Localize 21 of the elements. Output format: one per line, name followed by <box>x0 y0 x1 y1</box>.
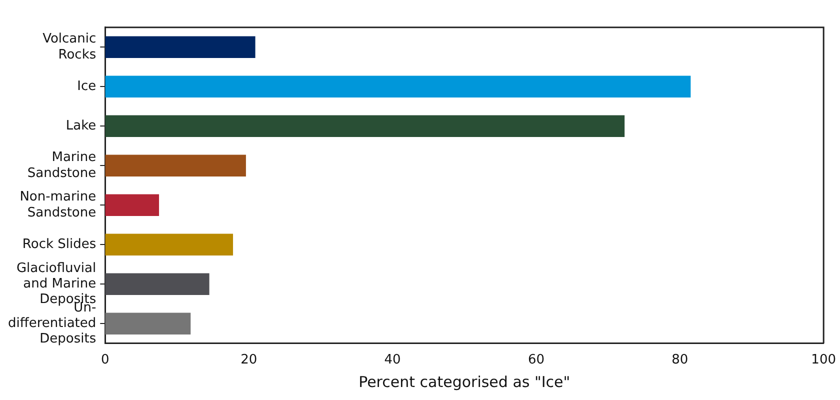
bar <box>105 76 691 98</box>
x-tick-label: 60 <box>528 352 544 368</box>
x-tick-label: 0 <box>100 352 110 368</box>
y-tick-label: Lake <box>66 118 96 134</box>
bar <box>105 273 210 296</box>
y-tick-label: Non-marine Sandstone <box>20 190 96 220</box>
x-tick-label: 20 <box>240 352 258 368</box>
bar <box>105 194 160 216</box>
x-tick-label: 80 <box>672 352 688 368</box>
bar <box>105 36 256 58</box>
y-tick-label: Rock Slides <box>22 237 96 252</box>
x-axis-title: Percent categorised as "Ice" <box>358 372 570 391</box>
bar <box>105 154 246 177</box>
y-tick-label: Ice <box>77 79 96 94</box>
y-tick-label: Volcanic Rocks <box>42 32 96 62</box>
bar <box>105 312 191 335</box>
y-tick-label: Marine Sandstone <box>27 150 96 181</box>
x-tick-label: 100 <box>811 352 836 368</box>
bar <box>105 234 234 256</box>
bar <box>105 115 625 138</box>
x-tick-label: 40 <box>384 352 401 368</box>
